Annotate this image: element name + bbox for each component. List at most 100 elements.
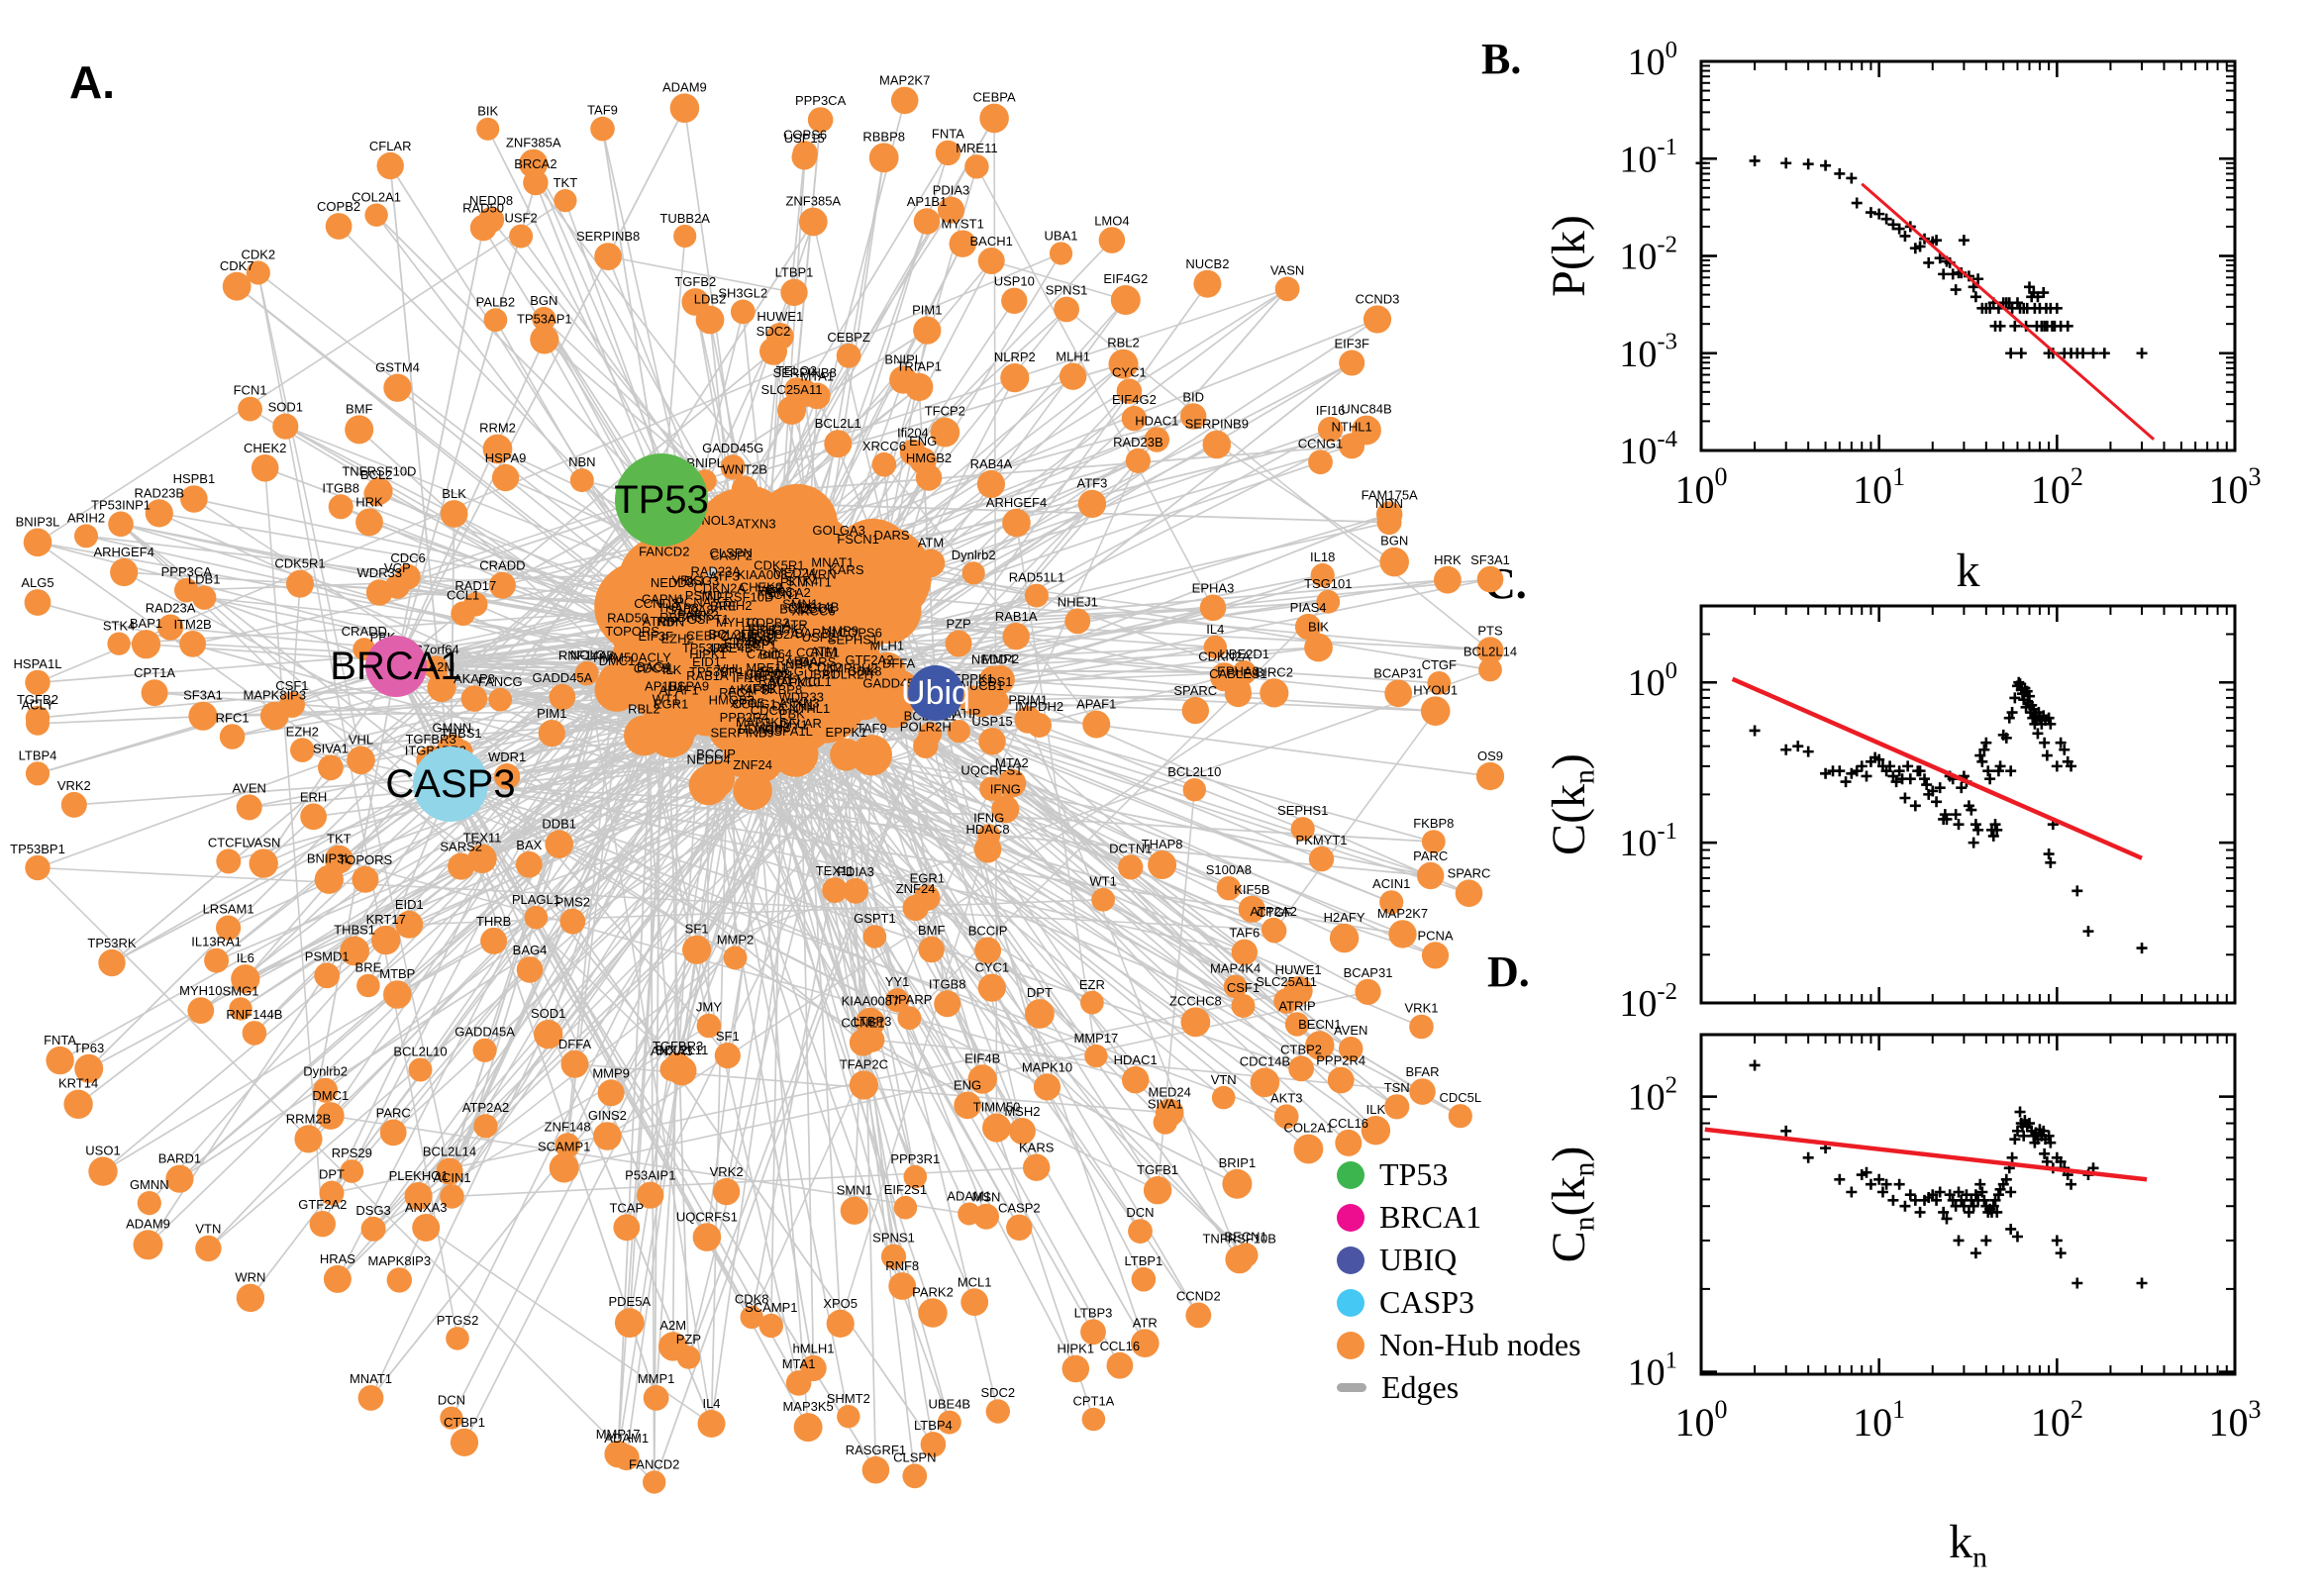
scatter-point — [1887, 219, 1899, 231]
network-node — [107, 632, 131, 655]
network-node — [1002, 623, 1030, 650]
network-edge — [768, 679, 1403, 936]
network-node-label: KIAA0087 — [737, 567, 795, 582]
network-node — [771, 615, 820, 662]
network-node — [758, 1313, 783, 1339]
network-node-label: BRCA2 — [767, 585, 810, 600]
network-node-label: CDK7 — [220, 258, 254, 273]
network-node-label: NDN — [656, 615, 684, 630]
plot-frame — [1699, 604, 2237, 1005]
network-node-label: PLEKHO1 — [389, 1168, 449, 1183]
scatter-point — [2009, 692, 2021, 704]
scatter-point — [1974, 1178, 1986, 1190]
network-node-label: WRN — [235, 1270, 265, 1285]
network-node-label: BCL2L11 — [656, 1043, 708, 1057]
network-edge — [375, 214, 662, 501]
scatter-point — [1934, 782, 1946, 794]
network-node-label: BLK — [442, 486, 466, 501]
network-node-label: CYC1 — [974, 960, 1009, 975]
network-node-label: CTBP1 — [736, 638, 777, 652]
scatter-point — [1861, 1166, 1872, 1178]
network-node-label: AVEN — [1334, 1023, 1367, 1038]
network-node — [347, 746, 375, 775]
network-edge — [178, 692, 937, 1180]
fit-line — [1731, 676, 2143, 860]
network-node — [325, 213, 353, 240]
network-node — [1376, 510, 1402, 536]
network-node-label: MLH1 — [869, 639, 904, 653]
network-node-label: USP15 — [784, 131, 825, 146]
network-node-label: MED24 — [773, 565, 816, 580]
network-node-label: MCL1 — [797, 674, 832, 689]
network-node — [383, 980, 412, 1009]
network-node-label: EZH2 — [286, 724, 319, 739]
network-node-label: UBE2D1 — [745, 667, 795, 682]
network-edge — [535, 182, 662, 501]
network-node-label: ADAM9 — [126, 1216, 170, 1231]
scatter-point — [2005, 348, 2017, 359]
network-node-label: MLH1 — [1056, 349, 1090, 364]
network-edge — [687, 692, 937, 1358]
scatter-point — [1927, 1189, 1939, 1201]
network-edge — [1036, 594, 1245, 673]
network-node — [1033, 1073, 1061, 1101]
network-edge — [378, 499, 662, 594]
network-node — [238, 396, 262, 422]
network-node-label: FAM175A — [1362, 487, 1418, 502]
scatter-point — [1902, 760, 1914, 772]
network-node-label: MMP17 — [596, 1427, 641, 1442]
scatter-point — [1792, 741, 1804, 752]
network-node — [1308, 449, 1333, 475]
x-axis-title: k — [1957, 545, 1980, 597]
network-node-label: BCL2L14 — [423, 1145, 476, 1159]
network-node — [408, 1057, 433, 1082]
scatter-point — [1914, 241, 1926, 252]
network-edge — [607, 255, 795, 294]
network-node-label: ACLY — [22, 698, 54, 713]
panel-label-a: A. — [69, 56, 115, 108]
network-node — [1238, 895, 1265, 923]
network-node-label: PDIA3 — [933, 183, 970, 198]
network-node-label: TSN — [1384, 1080, 1410, 1095]
network-edge — [450, 783, 1238, 1185]
network-node-label: PKMYT1 — [1295, 833, 1347, 848]
scatter-point — [2136, 348, 2148, 359]
panel-label-b: B. — [1481, 35, 1522, 83]
network-node-label: CRADD — [479, 558, 525, 573]
legend-item-casp3: CASP3 — [1337, 1284, 1581, 1321]
network-node-label: EID1 — [395, 897, 424, 912]
network-node-label: LTBP3 — [1074, 1306, 1113, 1321]
network-node — [1203, 635, 1228, 659]
scatter-point — [1931, 796, 1943, 808]
network-node — [436, 1157, 463, 1185]
network-node-label: MYH10 — [179, 983, 222, 998]
network-node-label: USP15 — [971, 714, 1012, 729]
network-node — [133, 1230, 163, 1260]
network-node-label: TP63 — [761, 584, 792, 599]
network-node — [916, 549, 946, 578]
network-node — [473, 1114, 498, 1139]
network-node-label: CEBPZ — [827, 330, 869, 345]
network-node — [915, 464, 943, 491]
network-node-label: ARHGEF4 — [93, 545, 153, 559]
network-node-label: MTA2 — [742, 631, 775, 646]
network-node-label: DPT — [1027, 985, 1053, 1000]
network-edge — [245, 783, 452, 980]
network-node-label: MYST1 — [942, 217, 984, 232]
network-node-label: CDK7 — [772, 621, 807, 636]
network-node — [328, 494, 354, 520]
scatter-point — [1931, 235, 1943, 247]
network-node-label: LDB2 — [694, 292, 727, 307]
network-node-label: NEDD8 — [469, 193, 513, 208]
network-node-label: BIK — [1308, 620, 1329, 635]
network-node-label: RAB4A — [776, 653, 819, 668]
network-node-label: VASN — [247, 835, 280, 849]
network-node — [141, 679, 168, 707]
network-edge — [359, 499, 662, 761]
network-node-label: MAP2K7 — [1377, 906, 1428, 921]
network-node — [463, 592, 488, 617]
legend-item-label: UBIQ — [1379, 1242, 1458, 1277]
network-node-label: BCCIP — [968, 924, 1008, 939]
network-node — [187, 997, 215, 1024]
